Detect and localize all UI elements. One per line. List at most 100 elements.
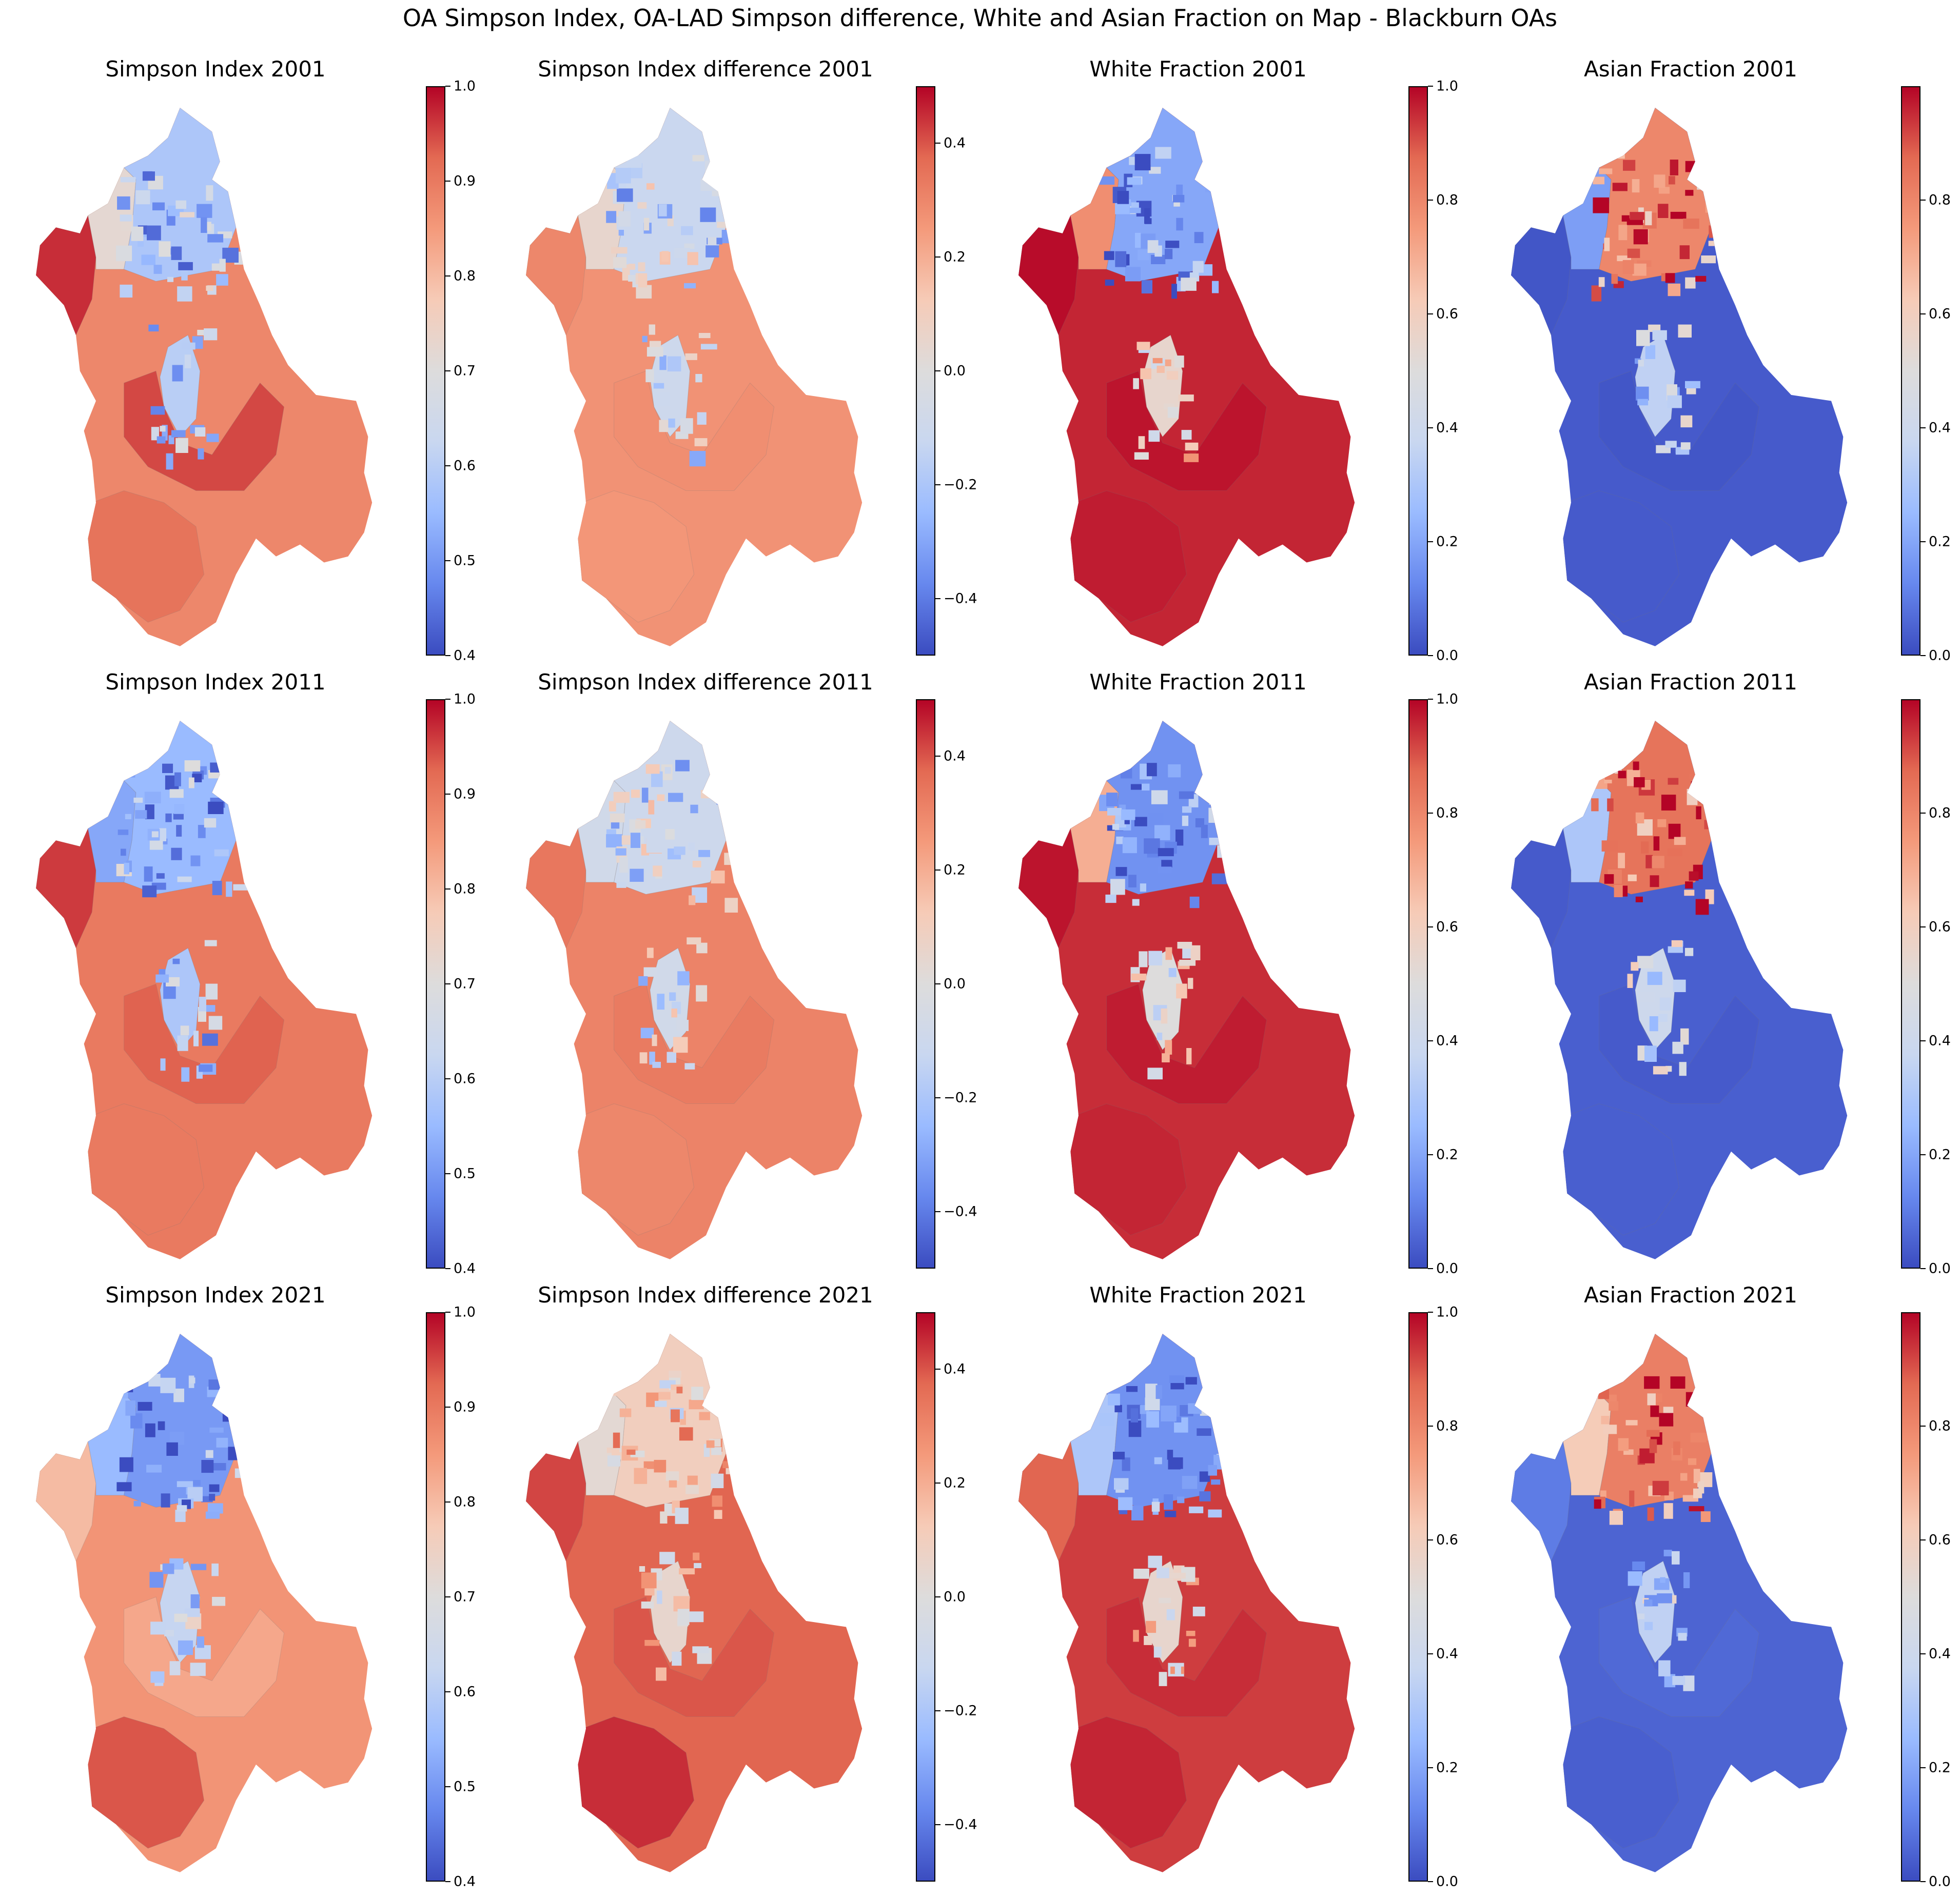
output-area (645, 369, 654, 383)
output-area (641, 1572, 657, 1589)
colorbar-tick-label: 0.4 (1436, 1033, 1458, 1049)
output-area (726, 1467, 741, 1474)
output-area (1151, 790, 1168, 804)
output-area (189, 1377, 195, 1384)
choropleth-map (1511, 721, 1848, 1259)
output-area (166, 453, 173, 470)
colorbar-tick-label: 0.8 (1929, 1418, 1951, 1434)
output-area (233, 884, 248, 891)
output-area (176, 825, 182, 837)
colorbar-tick-label: 0.8 (1929, 192, 1951, 208)
output-area (1689, 1506, 1704, 1512)
output-area (229, 154, 238, 168)
colorbar-tick-label: 0.0 (1436, 1260, 1458, 1277)
output-area (1631, 962, 1639, 971)
output-area (162, 763, 173, 773)
output-area (1647, 972, 1662, 985)
middle-region (1106, 983, 1267, 1104)
output-area (1627, 248, 1640, 258)
colorbar-tick-label: 0.2 (944, 862, 966, 878)
output-area (1208, 1465, 1217, 1476)
output-area (228, 1447, 239, 1460)
colorbar (1901, 699, 1920, 1269)
output-area (211, 1463, 226, 1471)
output-area (1118, 1497, 1133, 1510)
output-area (1634, 777, 1645, 787)
output-area (1647, 1393, 1656, 1406)
output-area (610, 813, 625, 823)
colorbar-tick-label: 0.4 (1929, 1646, 1951, 1662)
output-area (689, 451, 706, 467)
west-region (1018, 214, 1079, 336)
output-area (1099, 1413, 1114, 1426)
output-area (626, 1463, 636, 1478)
output-area (1658, 1014, 1668, 1022)
colorbar-tick-label: 0.8 (454, 268, 476, 284)
output-area (689, 1611, 704, 1623)
output-area (1217, 845, 1225, 858)
output-area (639, 1052, 648, 1064)
output-area (1140, 368, 1151, 380)
output-area (1168, 968, 1177, 977)
colorbar-tick (935, 1369, 940, 1370)
output-area (1169, 1375, 1185, 1383)
output-area (1680, 1473, 1688, 1481)
middle-region (1106, 370, 1267, 491)
output-area (653, 865, 662, 877)
output-area (685, 1485, 699, 1494)
town-centre-region (1635, 947, 1676, 1051)
output-area (1129, 207, 1141, 213)
output-area (1208, 1509, 1222, 1518)
panel-title: Simpson Index difference 2011 (538, 669, 873, 695)
output-area (648, 800, 655, 815)
output-area (1159, 1672, 1167, 1686)
output-area (184, 760, 201, 772)
output-area (1705, 197, 1716, 213)
output-area (1175, 829, 1184, 846)
output-area (214, 849, 229, 857)
colorbar-tick (445, 1691, 450, 1692)
output-area (1685, 381, 1700, 388)
output-area (212, 881, 222, 895)
output-area (1155, 147, 1171, 159)
output-area (160, 426, 166, 432)
output-area (119, 1457, 133, 1472)
colorbar-tick (935, 1097, 940, 1098)
output-area (1602, 146, 1618, 159)
output-area (234, 1468, 251, 1478)
output-area (145, 1423, 155, 1437)
output-area (1144, 1636, 1152, 1645)
output-area (657, 1590, 662, 1604)
output-area (613, 792, 630, 803)
colorbar-tick (1428, 1881, 1433, 1882)
output-area (1161, 860, 1172, 867)
output-area (207, 1503, 223, 1514)
output-area (1125, 267, 1141, 282)
output-area (1709, 225, 1717, 238)
output-area (169, 1661, 181, 1675)
output-area (677, 1609, 690, 1625)
output-area (1648, 324, 1661, 332)
output-area (657, 794, 665, 801)
colorbar-tick (445, 275, 450, 276)
output-area (1157, 365, 1165, 373)
output-area (1700, 1511, 1711, 1522)
colorbar-tick-label: −0.4 (944, 1203, 977, 1220)
output-area (1652, 330, 1667, 340)
output-area (1704, 820, 1719, 829)
output-area (160, 1058, 166, 1071)
output-area (1621, 215, 1630, 222)
output-area (722, 1461, 734, 1469)
output-area (1604, 774, 1619, 780)
colorbar-tick-label: 0.4 (454, 647, 476, 664)
output-area (232, 769, 243, 782)
colorbar-tick-label: 0.7 (454, 1589, 476, 1605)
output-area (1199, 1471, 1210, 1482)
output-area (1652, 1480, 1669, 1496)
output-area (699, 1412, 710, 1420)
output-area (156, 873, 165, 879)
output-area (141, 254, 155, 265)
output-area (1192, 1607, 1205, 1616)
output-area (197, 329, 206, 335)
